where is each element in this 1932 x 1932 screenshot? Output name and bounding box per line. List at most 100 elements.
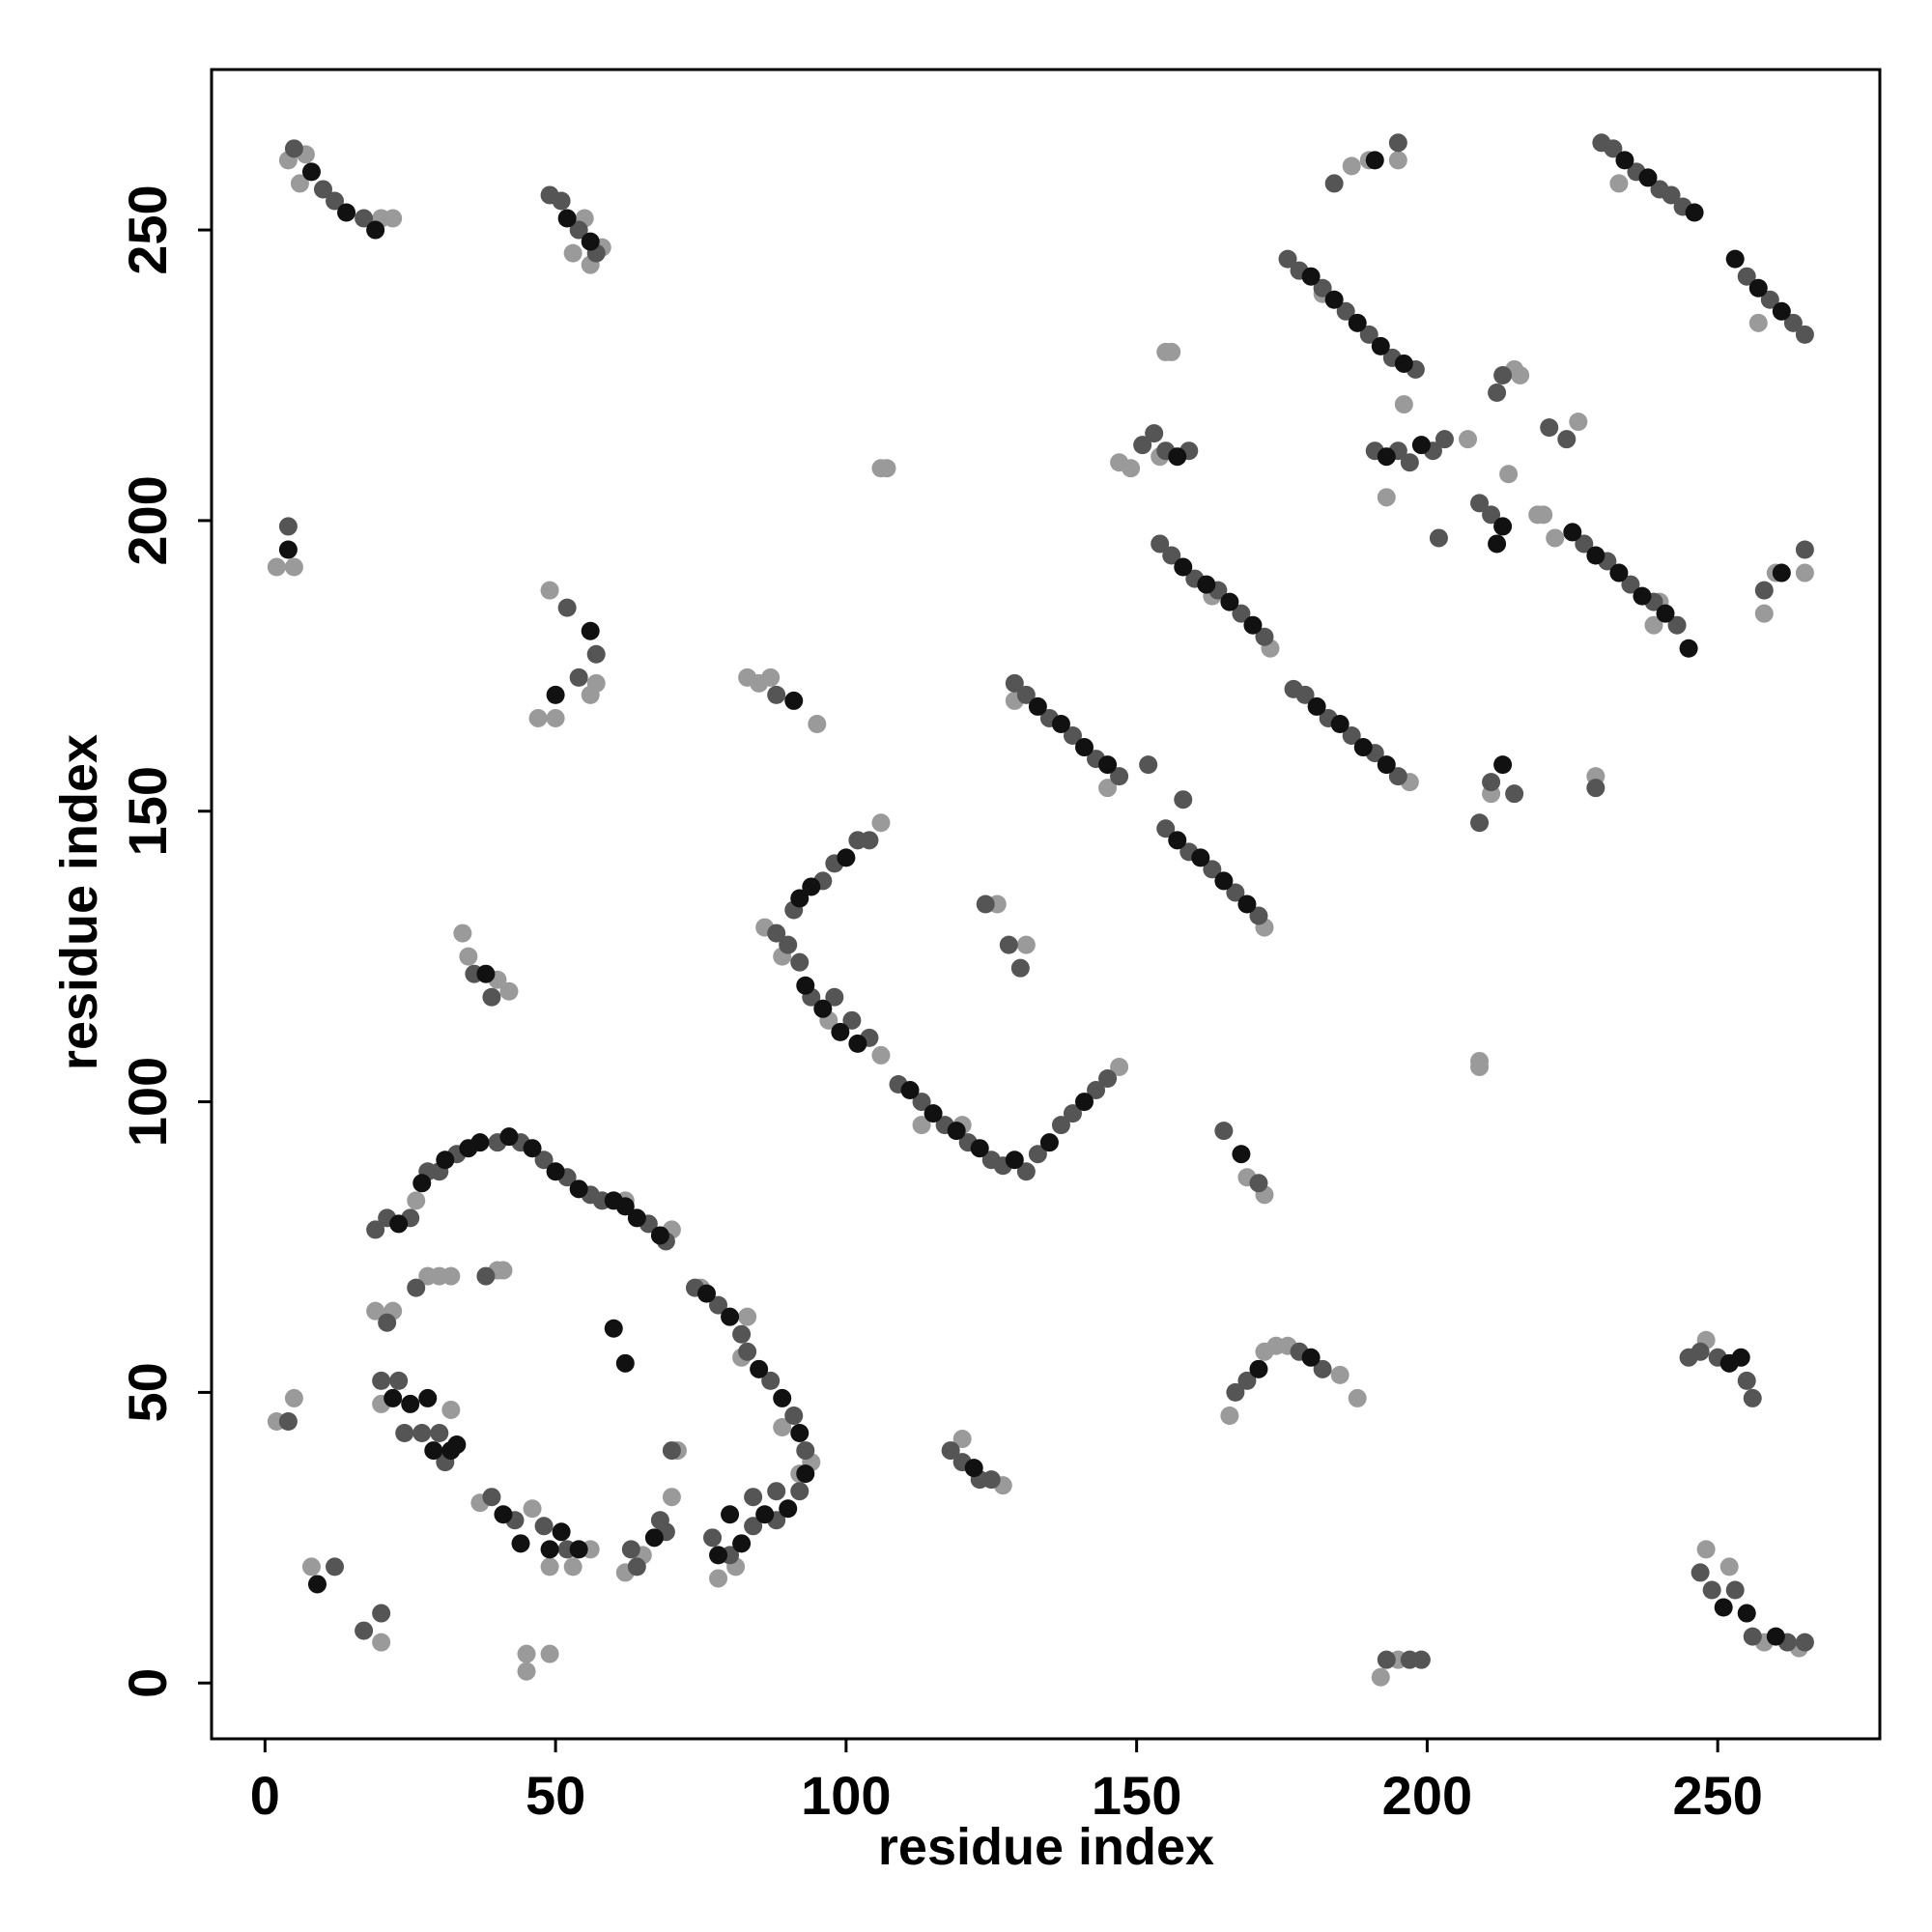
point [1795, 325, 1814, 344]
point [703, 1528, 723, 1548]
point [366, 220, 385, 240]
point [540, 1540, 559, 1559]
point [301, 162, 321, 182]
point [1063, 726, 1082, 746]
point [1563, 523, 1582, 542]
point [441, 1266, 461, 1286]
point [1586, 546, 1605, 565]
point [1028, 1145, 1047, 1164]
point [278, 1411, 298, 1431]
point [1168, 831, 1187, 850]
point [1336, 301, 1355, 321]
point [721, 1307, 740, 1326]
point [511, 1534, 530, 1553]
point [644, 1528, 664, 1548]
point [569, 668, 588, 687]
point [755, 1505, 775, 1524]
point [1377, 447, 1396, 467]
x-tick-label: 200 [1382, 1765, 1472, 1826]
point [355, 1621, 374, 1640]
point [1638, 168, 1658, 187]
point [407, 1278, 426, 1297]
point [290, 174, 309, 193]
point [284, 1388, 303, 1407]
point [1470, 813, 1490, 833]
point [307, 1575, 327, 1594]
y-tick-label: 0 [117, 1668, 178, 1698]
x-tick-label: 100 [801, 1765, 891, 1826]
point [523, 1139, 542, 1158]
point [1301, 267, 1321, 286]
point [453, 923, 472, 943]
point [1534, 505, 1553, 525]
point [1772, 563, 1791, 582]
point [1696, 1540, 1716, 1559]
point [1719, 1557, 1739, 1577]
point [837, 848, 856, 867]
point [418, 1388, 438, 1407]
point [284, 557, 303, 577]
point [1644, 615, 1663, 635]
point [1075, 1093, 1094, 1112]
point [1168, 447, 1187, 467]
point [1237, 895, 1257, 914]
point [1615, 151, 1634, 170]
point [1609, 174, 1629, 193]
point [372, 1604, 391, 1623]
point [947, 1122, 966, 1141]
point [1005, 1151, 1024, 1170]
point [569, 220, 588, 240]
point [761, 1371, 781, 1390]
point [779, 935, 798, 954]
point [278, 517, 298, 536]
point [912, 1093, 931, 1112]
point [278, 540, 298, 559]
point [1075, 738, 1094, 757]
x-axis-title: residue index [878, 1818, 1214, 1876]
point [738, 1307, 757, 1326]
point [1249, 906, 1268, 925]
point [709, 1295, 728, 1315]
point [494, 1261, 513, 1280]
point [1162, 342, 1181, 361]
point [767, 1482, 786, 1501]
point [1098, 1069, 1118, 1089]
point [546, 1162, 565, 1181]
point [1748, 278, 1768, 298]
point [517, 1662, 536, 1681]
point [662, 1441, 681, 1461]
point [581, 232, 600, 251]
point [1690, 1563, 1710, 1582]
point [1342, 156, 1361, 176]
point [813, 999, 833, 1018]
point [744, 1488, 763, 1507]
point [1546, 528, 1565, 548]
point [552, 1522, 571, 1542]
point [1110, 1057, 1129, 1076]
point [1371, 1667, 1390, 1687]
point [1353, 738, 1373, 757]
point [732, 1534, 752, 1553]
point [1220, 592, 1239, 611]
point [337, 203, 356, 222]
point [721, 1505, 740, 1524]
point [284, 139, 303, 158]
point [999, 935, 1018, 954]
point [326, 191, 345, 211]
point [1482, 505, 1501, 525]
point [378, 1313, 397, 1332]
point [1255, 627, 1274, 646]
point [1685, 203, 1704, 222]
point [459, 947, 478, 966]
point [372, 1371, 391, 1390]
point [615, 1353, 635, 1373]
point [1197, 575, 1216, 594]
point [436, 1151, 455, 1170]
point [790, 1482, 810, 1501]
point [1748, 313, 1768, 332]
point [1511, 365, 1530, 384]
point [1098, 755, 1118, 775]
point [586, 673, 606, 693]
point [430, 1424, 449, 1443]
x-tick-label: 50 [526, 1765, 585, 1826]
